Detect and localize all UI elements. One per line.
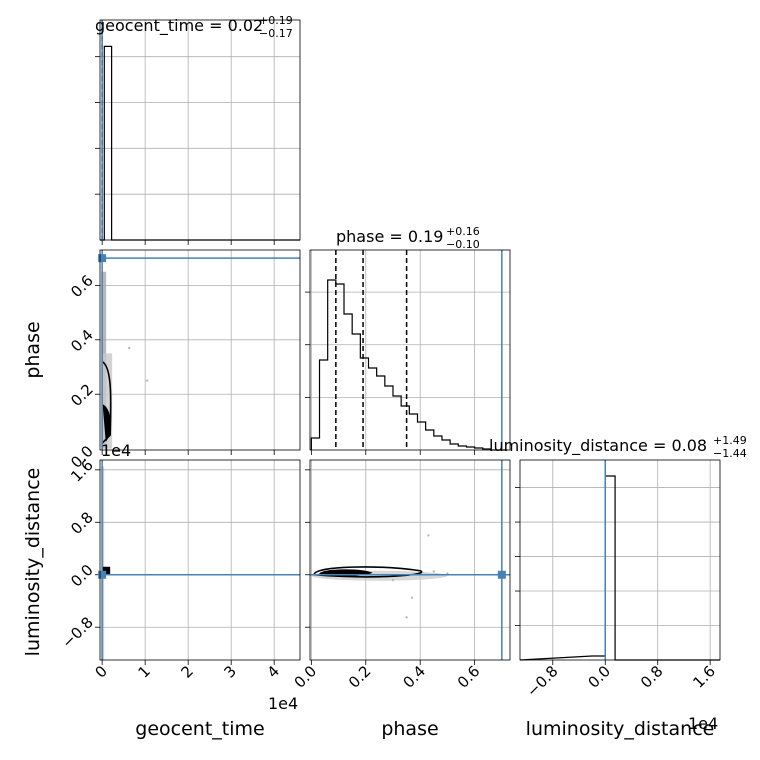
- hist-luminosity-distance-bg: [520, 460, 720, 660]
- scatter-luminosity-distance-vs-phase-contour-outer: [313, 566, 423, 578]
- scatter-luminosity-distance-vs-phase-xtick-label-0: 0.0: [291, 662, 321, 692]
- title-phase-plus: +0.16: [446, 225, 480, 238]
- title-geocent-time-plus: +0.19: [259, 14, 293, 27]
- scatter-luminosity-distance-vs-phase-outlier-2: [405, 616, 408, 619]
- offset-label-luminosity-distance-y: 1e4: [101, 441, 131, 460]
- hist-phase-bg: [310, 250, 510, 450]
- scatter-luminosity-distance-vs-phase-injection-marker: [497, 570, 506, 579]
- hist-luminosity-distance-xtick-label-2: 0.8: [637, 662, 667, 692]
- hist-luminosity-distance-xtick-label-3: 1.6: [689, 662, 719, 692]
- xlabel-luminosity-distance: luminosity_distance: [526, 718, 715, 740]
- scatter-luminosity-distance-vs-geocent-time-xtick-label-1: 1: [135, 662, 154, 681]
- scatter-luminosity-distance-vs-geocent-time-border: [99, 459, 301, 661]
- scatter-luminosity-distance-vs-phase-xtick-label-1: 0.2: [345, 662, 375, 692]
- title-geocent-time: geocent_time = 0.02: [95, 16, 263, 36]
- hist-luminosity-distance-border: [519, 459, 721, 661]
- hist-phase-step: [310, 279, 508, 451]
- scatter-luminosity-distance-vs-geocent-time-bg: [100, 460, 300, 660]
- offset-label-luminosity-distance-x: 1e4: [688, 714, 718, 733]
- scatter-luminosity-distance-vs-phase-bg: [310, 460, 510, 660]
- scatter-phase-vs-geocent-time-ytick-label-2: 0.6: [67, 271, 97, 301]
- scatter-luminosity-distance-vs-phase-border: [309, 459, 511, 661]
- hist-luminosity-distance-xtick-label-1: 0.0: [584, 662, 614, 692]
- scatter-luminosity-distance-vs-phase-outlier-5: [391, 578, 395, 582]
- scatter-luminosity-distance-vs-geocent-time-xtick-label-4: 4: [264, 662, 283, 681]
- title-luminosity-distance-minus: −1.44: [713, 447, 747, 460]
- title-luminosity-distance-plus: +1.49: [713, 434, 747, 447]
- scatter-luminosity-distance-vs-geocent-time-xtick-label-2: 2: [178, 662, 197, 681]
- title-phase-minus: −0.10: [446, 238, 480, 251]
- scatter-luminosity-distance-vs-phase-xtick-label-2: 0.4: [399, 662, 429, 692]
- hist-geocent-time-border: [99, 19, 301, 241]
- xlabel-geocent-time: geocent_time: [135, 718, 264, 740]
- scatter-luminosity-distance-vs-geocent-time-ytick-label-1: 0.0: [67, 561, 97, 591]
- scatter-phase-vs-geocent-time-contour-outer: [101, 360, 112, 444]
- scatter-phase-vs-geocent-time-outlier-0: [127, 346, 131, 350]
- scatter-luminosity-distance-vs-phase-outlier-1: [410, 596, 414, 599]
- scatter-luminosity-distance-vs-geocent-time-ytick-label-2: 0.8: [67, 508, 97, 538]
- scatter-luminosity-distance-vs-geocent-time-xtick-label-0: 0: [92, 662, 111, 681]
- scatter-luminosity-distance-vs-geocent-time-ytick-label-0: −0.8: [58, 613, 96, 651]
- scatter-luminosity-distance-vs-phase-outlier-0: [427, 534, 430, 537]
- title-luminosity-distance: luminosity_distance = 0.08: [489, 436, 707, 456]
- ylabel-luminosity-distance: luminosity_distance: [22, 468, 44, 657]
- title-geocent-time-minus: −0.17: [259, 27, 293, 40]
- xlabel-phase: phase: [381, 718, 438, 740]
- scatter-phase-vs-geocent-time-injection-marker: [98, 254, 107, 263]
- scatter-phase-vs-geocent-time-bg: [100, 250, 300, 450]
- offset-label-geocent-time: 1e4: [268, 694, 298, 713]
- scatter-phase-vs-geocent-time-ytick-label-1: 0.4: [67, 326, 97, 356]
- scatter-phase-vs-geocent-time-ytick-label-0: 0.2: [67, 380, 97, 410]
- scatter-luminosity-distance-vs-phase-outlier-3: [432, 570, 436, 573]
- hist-luminosity-distance-xtick-label-0: −0.8: [523, 662, 561, 700]
- scatter-phase-vs-geocent-time-contour-inner: [102, 404, 111, 442]
- hist-geocent-time-bg: [100, 20, 300, 240]
- scatter-luminosity-distance-vs-geocent-time-xtick-label-3: 3: [221, 662, 240, 681]
- scatter-phase-vs-geocent-time-outlier-1: [145, 379, 149, 382]
- title-phase: phase = 0.19: [336, 227, 443, 246]
- scatter-luminosity-distance-vs-geocent-time-injection-marker: [98, 570, 107, 579]
- scatter-phase-vs-geocent-time-density-halo: [102, 353, 113, 449]
- scatter-luminosity-distance-vs-phase-xtick-label-3: 0.6: [454, 662, 484, 692]
- scatter-phase-vs-geocent-time-border: [99, 249, 301, 451]
- hist-phase-border: [309, 249, 511, 451]
- ylabel-phase: phase: [22, 321, 44, 378]
